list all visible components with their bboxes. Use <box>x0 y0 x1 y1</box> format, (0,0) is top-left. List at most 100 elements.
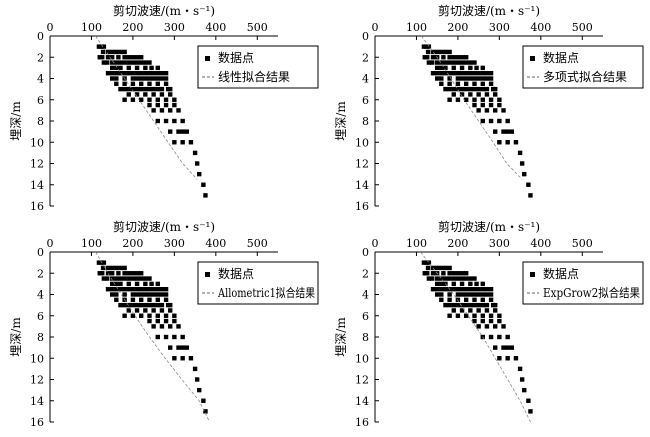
data-point <box>464 81 469 87</box>
data-point <box>488 81 494 87</box>
data-point <box>139 297 144 303</box>
fit-line <box>421 35 523 180</box>
data-point <box>422 55 427 60</box>
data-point <box>143 70 148 76</box>
legend-box <box>522 261 644 305</box>
legend-marker-points <box>530 272 535 277</box>
data-point <box>472 102 477 108</box>
data-point <box>472 313 477 318</box>
data-point <box>472 286 477 292</box>
x-tick-label: 100 <box>81 21 102 34</box>
data-point <box>134 55 140 60</box>
data-point <box>126 65 131 71</box>
data-point <box>455 297 461 303</box>
data-point <box>134 92 140 97</box>
data-point <box>134 286 140 292</box>
data-point <box>114 276 119 281</box>
data-point <box>455 271 461 276</box>
data-point <box>464 97 469 102</box>
data-point <box>105 286 111 292</box>
y-tick-label: 16 <box>30 200 44 213</box>
data-point <box>464 70 469 76</box>
data-point <box>484 92 490 97</box>
data-point <box>447 302 452 308</box>
data-point <box>430 276 435 281</box>
data-point <box>488 97 494 102</box>
data-point <box>476 308 481 313</box>
data-point <box>109 281 115 287</box>
data-point <box>155 97 160 102</box>
data-point <box>443 86 448 92</box>
data-point <box>147 302 152 308</box>
data-point <box>455 60 461 65</box>
data-point <box>155 318 160 324</box>
data-point <box>96 260 102 265</box>
legend-label-points: 数据点 <box>218 266 254 281</box>
data-point <box>439 70 444 76</box>
x-tick-label: 100 <box>406 21 427 34</box>
x-axis-label: 剪切波速/(m・s⁻¹) <box>438 219 540 234</box>
y-tick-label: 14 <box>355 395 369 408</box>
data-point <box>109 271 115 276</box>
data-point <box>505 129 510 134</box>
data-point <box>468 302 473 308</box>
data-point <box>99 44 104 49</box>
data-point <box>172 140 177 145</box>
data-point <box>484 324 490 329</box>
data-point <box>155 81 160 87</box>
legend-label-points: 数据点 <box>218 50 254 65</box>
data-point <box>476 324 481 329</box>
data-point <box>425 55 430 60</box>
data-point <box>439 49 444 55</box>
data-point <box>447 271 452 276</box>
data-point <box>172 102 177 108</box>
data-point <box>513 140 519 145</box>
data-point <box>114 76 119 81</box>
data-point <box>480 70 485 76</box>
data-point <box>509 345 514 350</box>
data-point <box>472 297 477 303</box>
data-point <box>126 70 131 76</box>
data-point <box>501 324 506 329</box>
data-point <box>155 70 160 76</box>
data-point <box>109 65 115 71</box>
data-point <box>147 297 152 303</box>
data-point <box>139 286 144 292</box>
data-point <box>155 102 160 108</box>
data-point <box>155 334 160 340</box>
data-point <box>434 65 440 71</box>
data-point <box>451 271 456 276</box>
data-point <box>443 49 448 55</box>
data-point <box>459 65 465 71</box>
data-point <box>468 92 473 97</box>
data-point <box>497 102 502 108</box>
data-point <box>109 276 115 281</box>
fit-line <box>95 251 210 423</box>
y-tick-label: 10 <box>30 352 44 365</box>
data-point <box>459 271 465 276</box>
data-point <box>159 292 165 297</box>
data-point <box>159 92 165 97</box>
data-point <box>426 260 432 265</box>
y-axis-label: 埋深/m <box>9 317 23 357</box>
data-point <box>147 102 152 108</box>
data-point <box>451 302 456 308</box>
data-point <box>126 286 131 292</box>
data-point <box>439 286 444 292</box>
data-point <box>134 308 140 313</box>
data-point <box>497 118 502 124</box>
data-point <box>468 60 473 65</box>
data-point <box>488 297 494 303</box>
data-point <box>122 49 127 55</box>
data-point <box>143 65 148 71</box>
data-point <box>447 55 452 60</box>
x-tick-label: 100 <box>406 237 427 250</box>
data-point <box>497 318 502 324</box>
data-point <box>464 286 469 292</box>
data-point <box>163 292 169 297</box>
data-point <box>455 286 461 292</box>
data-point <box>109 55 115 60</box>
data-point <box>505 356 510 361</box>
data-point <box>447 49 452 55</box>
data-point <box>480 297 485 303</box>
